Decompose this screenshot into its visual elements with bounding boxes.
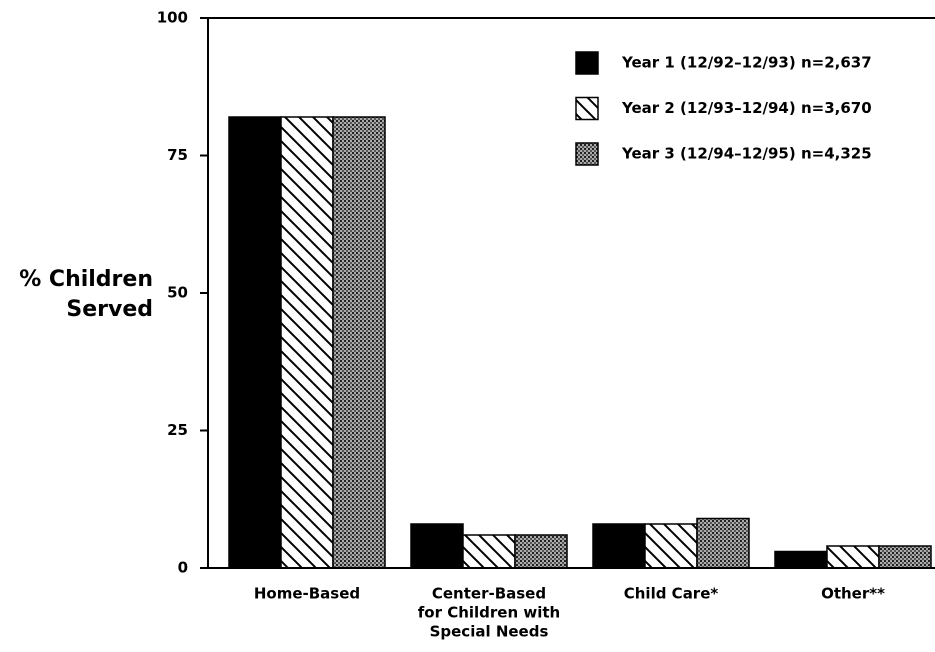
y-tick-label: 75 <box>167 146 188 164</box>
bar <box>228 116 282 569</box>
x-tick-label: Child Care* <box>624 585 719 603</box>
bar <box>514 534 568 569</box>
legend-label: Year 1 (12/92–12/93) n=2,637 <box>621 54 872 72</box>
bar <box>774 550 828 569</box>
bar <box>332 116 386 569</box>
bar <box>462 534 516 569</box>
bar <box>592 523 646 569</box>
y-axis-label: Served <box>66 297 153 322</box>
y-tick-label: 0 <box>178 559 188 577</box>
y-tick-label: 50 <box>167 284 188 302</box>
x-tick-label: Center-Based <box>432 585 546 603</box>
bar <box>696 517 750 569</box>
legend-label: Year 3 (12/94–12/95) n=4,325 <box>621 145 872 163</box>
legend-swatch <box>575 142 599 166</box>
x-tick-label: Special Needs <box>430 623 549 641</box>
legend-swatch <box>575 96 599 121</box>
y-axis-label: % Children <box>19 267 153 292</box>
bar <box>280 116 334 569</box>
legend-swatch <box>575 51 599 75</box>
y-tick-label: 25 <box>167 421 188 439</box>
x-tick-label: Home-Based <box>254 585 360 603</box>
bar <box>878 545 932 569</box>
x-tick-label: for Children with <box>418 604 560 622</box>
x-tick-label: Other** <box>821 585 885 603</box>
legend-label: Year 2 (12/93–12/94) n=3,670 <box>621 99 872 117</box>
bar <box>410 523 464 569</box>
bar <box>826 545 880 569</box>
bar <box>644 523 698 569</box>
y-tick-label: 100 <box>157 9 188 27</box>
